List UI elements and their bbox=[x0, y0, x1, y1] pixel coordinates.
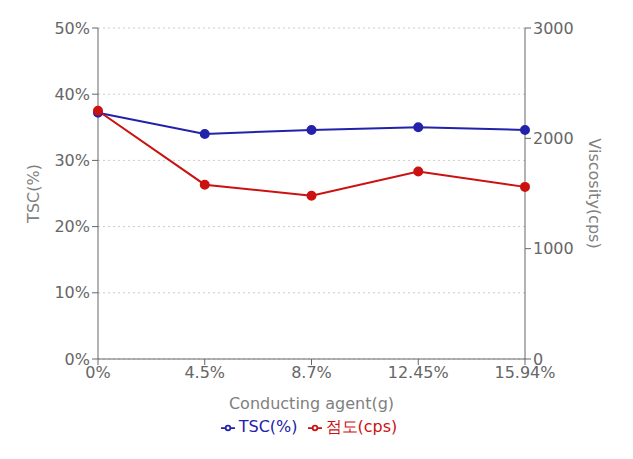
svg-text:4.5%: 4.5% bbox=[184, 363, 225, 382]
svg-text:1000: 1000 bbox=[533, 239, 574, 258]
svg-text:3000: 3000 bbox=[533, 19, 574, 38]
svg-text:2000: 2000 bbox=[533, 129, 574, 148]
svg-text:TSC(%): TSC(%) bbox=[24, 164, 43, 224]
svg-text:12.45%: 12.45% bbox=[388, 363, 449, 382]
svg-text:40%: 40% bbox=[54, 85, 90, 104]
html-text:TSC(%): TSC(%) bbox=[238, 417, 298, 436]
svg-text:20%: 20% bbox=[54, 217, 90, 236]
svg-text:Conducting agent(g): Conducting agent(g) bbox=[229, 394, 394, 413]
svg-text:15.94%: 15.94% bbox=[494, 363, 555, 382]
svg-text:0%: 0% bbox=[65, 350, 90, 369]
svg-text:8.7%: 8.7% bbox=[291, 363, 332, 382]
svg-text:0%: 0% bbox=[85, 363, 111, 383]
svg-text:30%: 30% bbox=[54, 151, 90, 170]
html-text:점도(cps): 점도(cps) bbox=[325, 417, 398, 436]
svg-text:50%: 50% bbox=[54, 19, 90, 38]
svg-text:10%: 10% bbox=[54, 283, 90, 302]
svg-text:Viscosity(cps): Viscosity(cps) bbox=[585, 138, 604, 248]
svg-text:0: 0 bbox=[533, 350, 543, 369]
